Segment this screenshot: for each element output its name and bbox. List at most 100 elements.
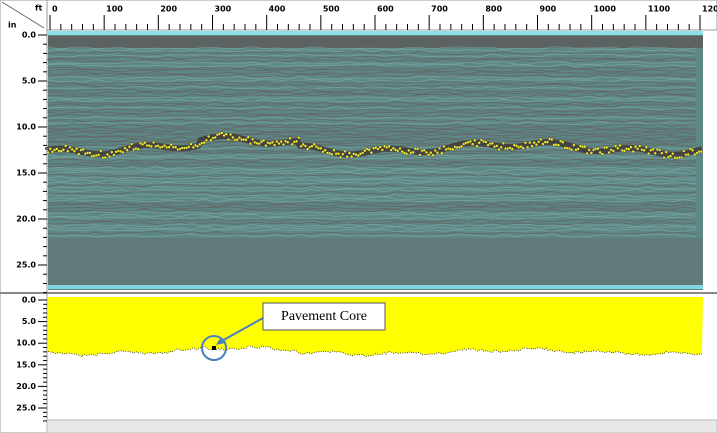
pick-point bbox=[121, 151, 124, 154]
pick-point bbox=[438, 147, 441, 150]
pick-point bbox=[665, 151, 668, 154]
pick-point bbox=[207, 135, 210, 138]
top-tick-label: 900 bbox=[540, 5, 557, 14]
pick-point bbox=[396, 149, 399, 152]
pick-point bbox=[245, 138, 248, 141]
pick-point bbox=[344, 150, 347, 153]
pick-point bbox=[381, 149, 384, 152]
pick-point bbox=[495, 145, 498, 148]
pick-point bbox=[126, 149, 129, 152]
pick-point bbox=[66, 150, 69, 153]
gpr-window: ft in 0100200300400500600700800900100011… bbox=[0, 0, 717, 433]
depth-tick-label: 15.0 bbox=[16, 169, 36, 178]
pick-point bbox=[388, 145, 391, 148]
pick-point bbox=[227, 138, 230, 141]
pick-point bbox=[350, 155, 353, 158]
top-tick-label: 600 bbox=[377, 5, 394, 14]
scrollbar[interactable] bbox=[47, 420, 717, 433]
pick-point bbox=[55, 148, 58, 151]
pick-point bbox=[484, 141, 487, 144]
top-tick-label: 400 bbox=[269, 5, 286, 14]
pick-point bbox=[346, 155, 349, 158]
pick-point bbox=[526, 146, 529, 149]
pick-point bbox=[49, 147, 52, 150]
depth-tick-label: 25.0 bbox=[16, 404, 36, 413]
pick-point bbox=[282, 143, 285, 146]
pick-point bbox=[634, 145, 637, 148]
pick-point bbox=[691, 149, 694, 152]
pick-point bbox=[297, 136, 300, 139]
pick-point bbox=[588, 149, 591, 152]
pick-point bbox=[77, 153, 80, 156]
pick-point bbox=[99, 150, 102, 153]
pick-point bbox=[572, 144, 575, 147]
depth-tick-label: 15.0 bbox=[16, 360, 36, 369]
pick-point bbox=[522, 147, 525, 150]
pick-point bbox=[680, 156, 683, 159]
pick-point bbox=[471, 143, 474, 146]
pick-point bbox=[203, 141, 206, 144]
pick-point bbox=[412, 151, 415, 154]
pick-point bbox=[319, 147, 322, 150]
pick-point bbox=[643, 149, 646, 152]
pick-point bbox=[478, 141, 481, 144]
pick-point bbox=[416, 148, 419, 151]
callout-label: Pavement Core bbox=[281, 309, 367, 324]
pick-point bbox=[168, 146, 171, 149]
pick-point bbox=[62, 148, 65, 151]
pick-point bbox=[128, 145, 131, 148]
depth-tick-label: 25.0 bbox=[16, 261, 36, 270]
pick-point bbox=[286, 141, 289, 144]
pick-point bbox=[174, 146, 177, 149]
pick-point bbox=[275, 140, 278, 143]
pick-point bbox=[511, 148, 514, 151]
pick-point bbox=[337, 152, 340, 155]
pick-point bbox=[75, 147, 78, 150]
pick-point bbox=[97, 154, 100, 157]
deep-zone bbox=[48, 238, 703, 285]
pick-point bbox=[429, 151, 432, 154]
pick-point bbox=[654, 152, 657, 155]
pick-point bbox=[561, 141, 564, 144]
pick-point bbox=[106, 153, 109, 156]
depth-tick-label: 10.0 bbox=[16, 339, 36, 348]
pick-point bbox=[418, 154, 421, 157]
pick-point bbox=[638, 145, 641, 148]
pick-point bbox=[597, 147, 600, 150]
pick-point bbox=[557, 144, 560, 147]
pick-point bbox=[700, 150, 703, 153]
pick-point bbox=[647, 152, 650, 155]
pick-point bbox=[333, 149, 336, 152]
pick-point bbox=[423, 149, 426, 152]
pick-point bbox=[225, 133, 228, 136]
pick-point bbox=[304, 145, 307, 148]
pick-point bbox=[682, 150, 685, 153]
depth-tick-label: 0.0 bbox=[22, 31, 37, 40]
pick-point bbox=[251, 138, 254, 141]
surface-band bbox=[48, 31, 703, 35]
pick-point bbox=[264, 144, 267, 147]
pick-point bbox=[632, 150, 635, 153]
pick-point bbox=[432, 154, 435, 157]
pick-point bbox=[295, 140, 298, 143]
pick-point bbox=[440, 152, 443, 155]
pick-point bbox=[436, 151, 439, 154]
pick-point bbox=[671, 152, 674, 155]
pick-point bbox=[64, 144, 67, 147]
pick-point bbox=[280, 140, 283, 143]
depth-tick-label: 5.0 bbox=[22, 77, 37, 86]
bottom-line bbox=[48, 285, 703, 289]
surface-dark bbox=[48, 36, 703, 48]
pick-point bbox=[550, 138, 553, 141]
pick-point bbox=[399, 147, 402, 150]
pick-point bbox=[539, 138, 542, 141]
pick-point bbox=[636, 147, 639, 150]
pick-point bbox=[460, 145, 463, 148]
pick-point bbox=[190, 143, 193, 146]
pick-point bbox=[476, 145, 479, 148]
core-marker bbox=[212, 346, 216, 350]
distance-unit: ft bbox=[35, 4, 42, 13]
pick-point bbox=[262, 139, 265, 142]
pick-point bbox=[612, 150, 615, 153]
